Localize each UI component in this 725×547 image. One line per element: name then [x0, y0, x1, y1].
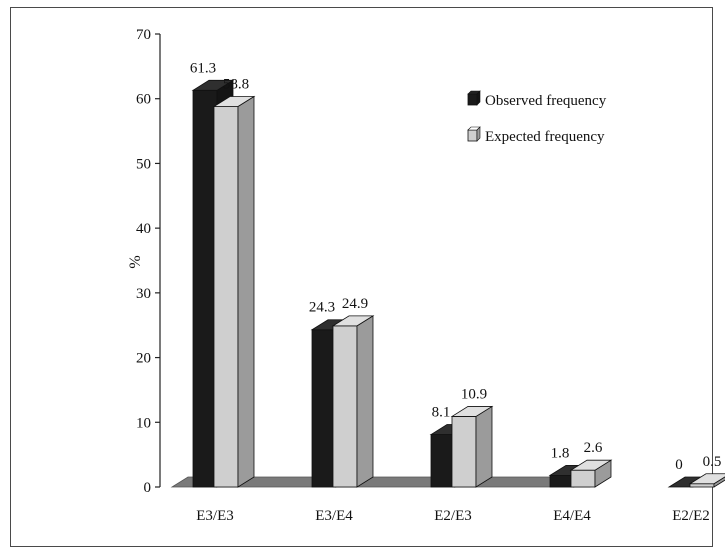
bar-expected: [450, 405, 494, 488]
bar-expected-front: [332, 325, 358, 488]
bar-expected: [688, 473, 725, 488]
bar-expected-side: [237, 95, 255, 488]
y-tick-label: 30: [136, 286, 151, 302]
bar-expected-top: [569, 459, 613, 471]
data-labels-group: 61.358.824.324.98.110.91.82.600.54.52.3: [190, 60, 722, 473]
data-label-expected: 0.5: [703, 454, 722, 470]
bar-observed-top: [191, 79, 235, 91]
legend-swatch: [467, 93, 478, 106]
bar-expected: [331, 315, 375, 488]
data-label-observed: 0: [675, 457, 683, 473]
x-category-label: E3/E4: [315, 508, 353, 524]
y-tick-label: 20: [136, 351, 151, 367]
bar-observed-front: [549, 474, 575, 488]
bar-observed-front: [430, 434, 456, 488]
data-label-observed: 61.3: [190, 60, 216, 76]
y-tick-label: 50: [136, 156, 151, 172]
bar-expected-front: [451, 416, 477, 488]
bar-expected-front: [570, 469, 596, 488]
legend-label: Expected frequency: [485, 129, 605, 145]
legend-item-observed: Observed frequency: [467, 90, 607, 109]
legend-swatch-side: [476, 90, 481, 106]
data-label-observed: 8.1: [432, 405, 451, 421]
x-category-label: E2/E2: [672, 508, 710, 524]
y-tick-label: 10: [136, 415, 151, 431]
bar-observed-front: [311, 329, 337, 488]
data-label-expected: 10.9: [461, 386, 487, 402]
data-label-observed: 1.8: [551, 445, 570, 461]
legend-swatch: [467, 129, 478, 142]
bar-observed-front: [192, 89, 218, 488]
y-tick-label: 60: [136, 92, 151, 108]
x-category-label: E4/E4: [553, 508, 591, 524]
y-tick-label: 70: [136, 27, 151, 43]
x-category-label: E2/E3: [434, 508, 472, 524]
bar-expected: [212, 95, 256, 488]
legend-label: Observed frequency: [485, 93, 607, 109]
bar-expected-side: [475, 405, 493, 488]
y-axis-title: %: [127, 255, 144, 268]
data-label-expected: 58.8: [223, 76, 249, 92]
y-tick-label: 40: [136, 221, 151, 237]
data-label-observed: 24.3: [309, 300, 335, 316]
bar-expected-top: [212, 96, 256, 107]
legend-swatch-side: [476, 126, 481, 142]
bar-expected-top: [450, 406, 494, 417]
bar-expected-front: [689, 483, 715, 488]
bar-expected-top: [688, 473, 725, 485]
y-tick-label: 0: [144, 480, 152, 496]
data-label-expected: 2.6: [584, 440, 603, 456]
bar-expected-front: [213, 106, 239, 488]
x-category-label: E3/E3: [196, 508, 234, 524]
y-axis: 0 10 20 30 40 50 60 70%: [127, 27, 161, 496]
legend-item-expected: Expected frequency: [467, 126, 605, 145]
bar-expected-top: [331, 315, 375, 327]
bar-expected-side: [356, 315, 374, 488]
legend: Observed frequency Expected frequency: [467, 90, 607, 145]
data-label-expected: 24.9: [342, 296, 368, 312]
bar-expected: [569, 459, 613, 488]
bars-group: [191, 79, 725, 488]
